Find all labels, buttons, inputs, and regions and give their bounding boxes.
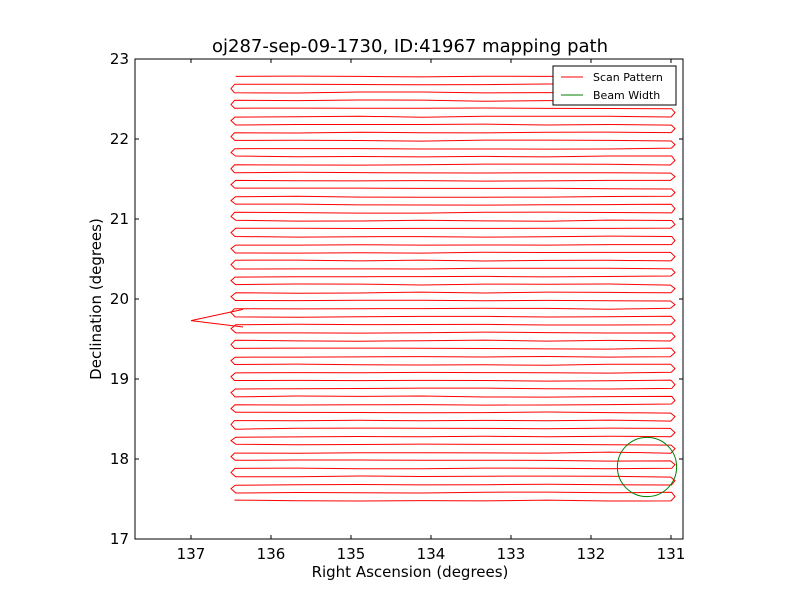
y-tick-label: 20 xyxy=(110,290,129,308)
axes: 137 136 135 134 133 132 131 17 18 19 20 21 22 23 xyxy=(110,50,685,563)
x-tick-label: 131 xyxy=(657,545,686,563)
beam-width-circle xyxy=(616,436,678,498)
plot-area xyxy=(190,75,678,502)
x-tick-label: 132 xyxy=(577,545,606,563)
x-tick-label: 134 xyxy=(417,545,446,563)
x-tick-label: 137 xyxy=(177,545,206,563)
legend-label: Scan Pattern xyxy=(593,71,663,84)
x-axis-label: Right Ascension (degrees) xyxy=(312,563,509,581)
y-tick-label: 18 xyxy=(110,450,129,468)
x-tick-label: 136 xyxy=(257,545,286,563)
y-axis-label: Declination (degrees) xyxy=(87,218,105,380)
x-tick-label: 135 xyxy=(337,545,366,563)
legend-label: Beam Width xyxy=(593,89,660,102)
chart-title: oj287-sep-09-1730, ID:41967 mapping path xyxy=(212,36,608,57)
x-tick-label: 133 xyxy=(497,545,526,563)
scan-pattern-spike xyxy=(190,308,244,328)
y-tick-label: 23 xyxy=(110,50,129,68)
legend-box xyxy=(552,65,677,106)
scan-pattern-line xyxy=(230,75,676,502)
legend: Scan Pattern Beam Width xyxy=(552,65,677,106)
y-tick-label: 21 xyxy=(110,210,129,228)
y-tick-label: 17 xyxy=(110,530,129,548)
y-tick-label: 22 xyxy=(110,130,129,148)
y-tick-label: 19 xyxy=(110,370,129,388)
